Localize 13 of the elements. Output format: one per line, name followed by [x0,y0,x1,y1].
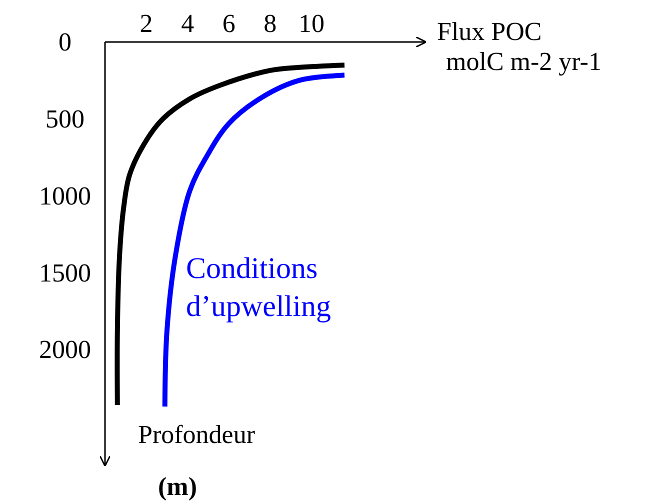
y-tick-label: 1000 [39,181,91,210]
x-tick-label: 6 [222,9,236,38]
y-tick-label: 1500 [39,258,91,288]
x-axis-title: Flux POC molC m-2 yr-1 [437,17,602,76]
y-tick-label: 500 [46,104,84,134]
x-tick-label: 2 [140,9,153,38]
x-tick-label: 10 [298,9,324,38]
y-axis-title: Profondeur (m) [138,420,256,501]
y-tick-label: 0 [58,28,72,57]
y-tick-label: 2000 [39,335,91,364]
x-tick-label: 8 [264,9,277,38]
x-tick-label: 4 [181,9,194,38]
series-label: Conditions d’upwelling [186,252,331,323]
